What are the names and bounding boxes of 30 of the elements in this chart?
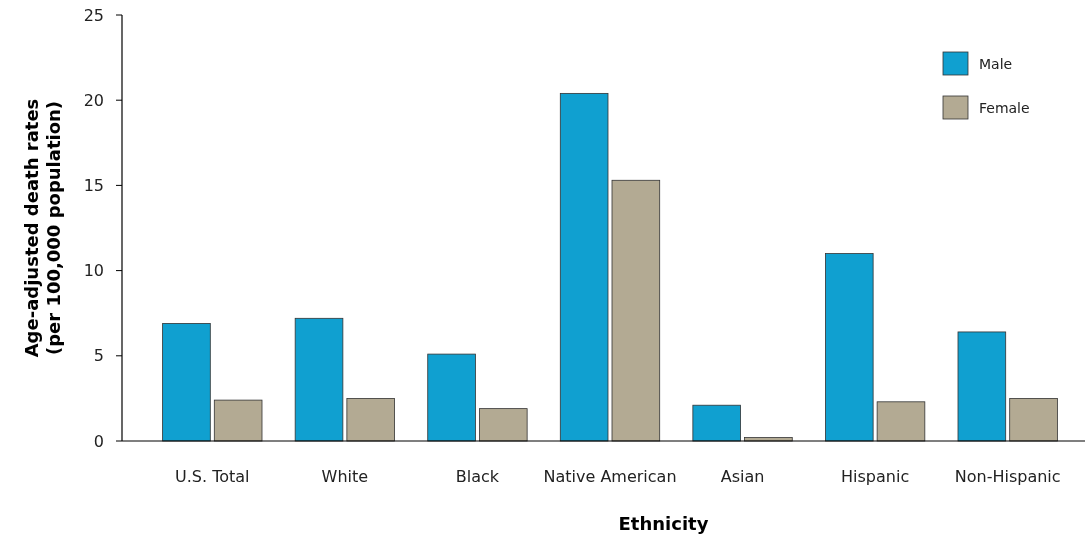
y-tick-label: 10 bbox=[83, 261, 104, 281]
x-tick-label: U.S. Total bbox=[175, 467, 250, 486]
x-tick-label: White bbox=[321, 467, 369, 486]
y-tick-label: 15 bbox=[83, 176, 104, 195]
bar bbox=[611, 179, 661, 442]
y-tick-label: 20 bbox=[83, 90, 104, 110]
bar bbox=[346, 398, 395, 442]
bar bbox=[559, 92, 609, 442]
y-tick-label: 25 bbox=[83, 5, 104, 25]
x-tick-label: Asian bbox=[720, 467, 765, 486]
y-tick-label: 0 bbox=[93, 431, 104, 451]
legend-label: Male bbox=[979, 55, 1013, 72]
bar bbox=[957, 331, 1007, 442]
x-tick-label: Hispanic bbox=[841, 467, 910, 486]
y-axis-title: Age-adjusted death rates (per 100,000 population) bbox=[21, 98, 64, 358]
bar bbox=[825, 253, 874, 442]
bar bbox=[479, 408, 528, 442]
y-tick-label: 5 bbox=[93, 346, 104, 366]
bar bbox=[876, 401, 926, 442]
x-tick-label: Black bbox=[455, 467, 500, 486]
bar bbox=[692, 404, 741, 442]
bar bbox=[294, 317, 344, 442]
legend-label: Female bbox=[979, 99, 1030, 116]
bar bbox=[1009, 398, 1058, 442]
x-tick-label: Non-Hispanic bbox=[954, 467, 1061, 486]
x-tick-label: Native American bbox=[543, 467, 677, 486]
x-axis-title: Ethnicity bbox=[618, 513, 709, 534]
bar bbox=[162, 323, 211, 442]
bar bbox=[213, 399, 263, 442]
bar bbox=[427, 353, 476, 442]
